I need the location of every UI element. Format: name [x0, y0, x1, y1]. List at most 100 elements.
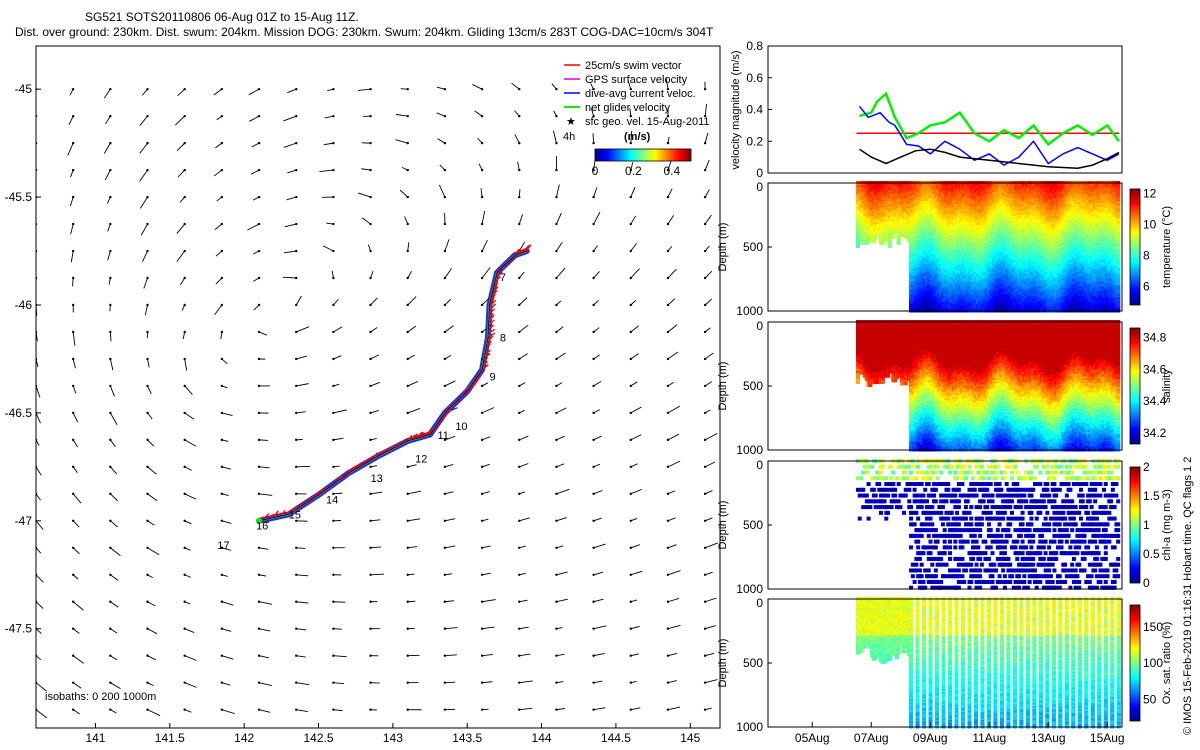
sfc-vel-origin	[518, 223, 520, 225]
map-x-tick-label: 143.5	[452, 731, 482, 745]
sfc-vel-origin	[332, 574, 334, 576]
sfc-vel-origin	[481, 439, 483, 441]
sfc-vel-origin	[369, 628, 371, 630]
sfc-vel-origin	[221, 142, 223, 144]
sfc-vel-origin	[667, 304, 669, 306]
sfc-vel-origin	[146, 628, 148, 630]
sfc-vel-origin	[258, 385, 260, 387]
sfc-vel-origin	[369, 681, 371, 683]
sfc-vel-origin	[295, 628, 297, 630]
sfc-vel-origin	[109, 654, 111, 656]
title-line-1: SG521 SOTS20110806 06-Aug 01Z to 15-Aug …	[85, 10, 359, 24]
sfc-vel-origin	[518, 520, 520, 522]
sfc-vel-origin	[704, 358, 706, 360]
sfc-vel-origin	[555, 466, 557, 468]
sfc-vel-origin	[258, 493, 260, 495]
sfc-vel-origin	[146, 277, 148, 279]
sfc-vel-origin	[592, 223, 594, 225]
sfc-vel-origin	[481, 277, 483, 279]
sfc-vel-origin	[555, 358, 557, 360]
sfc-vel-origin	[667, 196, 669, 198]
sfc-vel-origin	[332, 520, 334, 522]
section-dot	[867, 239, 871, 243]
sfc-vel-origin	[183, 628, 185, 630]
section-dot	[900, 233, 904, 237]
sfc-vel-origin	[369, 708, 371, 710]
sfc-vel-origin	[146, 88, 148, 90]
sfc-vel-origin	[332, 466, 334, 468]
sfc-vel-origin	[444, 385, 446, 387]
sfc-vel-origin	[555, 250, 557, 252]
sfc-vel-origin	[518, 681, 520, 683]
section-dot	[881, 241, 885, 245]
sfc-vel-origin	[481, 574, 483, 576]
sfc-vel-origin	[555, 439, 557, 441]
sfc-vel-origin	[704, 654, 706, 656]
sfc-vel-origin	[444, 601, 446, 603]
sfc-vel-origin	[555, 628, 557, 630]
sfc-vel-origin	[444, 142, 446, 144]
sfc-vel-origin	[518, 196, 520, 198]
sfc-vel-origin	[295, 358, 297, 360]
sfc-vel-origin	[407, 142, 409, 144]
sfc-vel-origin	[518, 628, 520, 630]
sfc-vel-origin	[35, 493, 37, 495]
sfc-vel-origin	[369, 466, 371, 468]
sfc-vel-origin	[369, 412, 371, 414]
sfc-vel-origin	[109, 547, 111, 549]
sfc-vel-origin	[183, 412, 185, 414]
map-y-tick-label: -47	[15, 514, 33, 528]
sfc-vel-origin	[183, 223, 185, 225]
sfc-vel-origin	[630, 601, 632, 603]
sfc-vel-origin	[667, 466, 669, 468]
sfc-vel-origin	[407, 250, 409, 252]
sfc-vel-origin	[295, 223, 297, 225]
sfc-vel-origin	[481, 547, 483, 549]
sfc-vel-origin	[444, 654, 446, 656]
sfc-vel-origin	[369, 439, 371, 441]
sfc-vel-origin	[258, 681, 260, 683]
sfc-vel-origin	[146, 142, 148, 144]
sfc-vel-origin	[369, 169, 371, 171]
sfc-vel-origin	[369, 88, 371, 90]
sfc-vel-origin	[667, 493, 669, 495]
sfc-vel-origin	[146, 250, 148, 252]
sfc-vel-origin	[109, 628, 111, 630]
sfc-vel-origin	[667, 547, 669, 549]
sfc-vel-origin	[183, 115, 185, 117]
sfc-vel-origin	[146, 493, 148, 495]
sfc-vel-origin	[146, 547, 148, 549]
sfc-vel-origin	[704, 439, 706, 441]
velocity-y-tick-label: 0	[756, 166, 763, 180]
map-x-tick-label: 142.5	[304, 731, 334, 745]
sfc-vel-origin	[35, 115, 37, 117]
sfc-vel-origin	[555, 574, 557, 576]
sfc-vel-origin	[332, 223, 334, 225]
sfc-vel-origin	[667, 142, 669, 144]
sfc-vel-origin	[72, 304, 74, 306]
sfc-vel-origin	[704, 412, 706, 414]
sfc-vel-origin	[332, 169, 334, 171]
day-label: 9	[490, 372, 496, 384]
sfc-vel-vector	[371, 574, 384, 575]
sfc-vel-origin	[295, 601, 297, 603]
sfc-vel-origin	[369, 304, 371, 306]
sfc-vel-origin	[183, 169, 185, 171]
map-x-tick-label: 145	[680, 731, 700, 745]
sfc-vel-origin	[221, 681, 223, 683]
sfc-vel-origin	[667, 520, 669, 522]
sfc-vel-vector	[259, 440, 268, 441]
sfc-vel-origin	[35, 385, 37, 387]
sfc-vel-origin	[630, 358, 632, 360]
sfc-vel-origin	[407, 412, 409, 414]
sfc-vel-origin	[630, 412, 632, 414]
sfc-vel-origin	[481, 115, 483, 117]
day-label: 11	[437, 430, 448, 442]
sfc-vel-origin	[183, 358, 185, 360]
sfc-vel-origin	[183, 88, 185, 90]
sfc-vel-origin	[518, 466, 520, 468]
sfc-vel-origin	[667, 331, 669, 333]
sfc-vel-origin	[146, 601, 148, 603]
sfc-vel-origin	[481, 142, 483, 144]
